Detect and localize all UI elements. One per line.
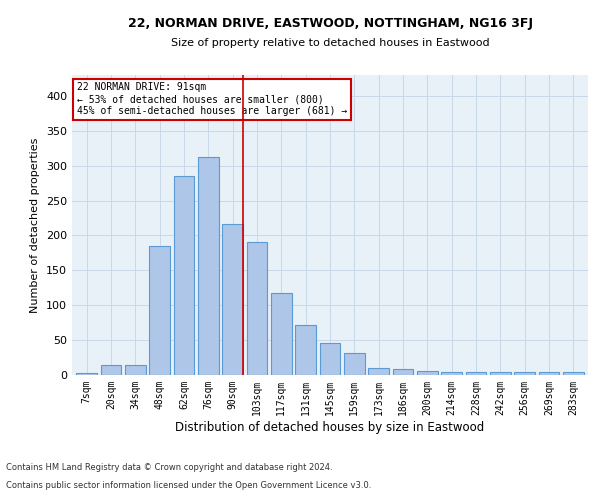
Bar <box>417 371 438 375</box>
Bar <box>514 372 535 375</box>
Bar <box>466 372 487 375</box>
Bar <box>344 354 365 375</box>
Bar <box>222 224 243 375</box>
Bar <box>247 242 268 375</box>
Bar <box>392 370 413 375</box>
Bar <box>149 246 170 375</box>
Bar <box>125 364 146 375</box>
Bar <box>101 364 121 375</box>
Bar <box>173 176 194 375</box>
Y-axis label: Number of detached properties: Number of detached properties <box>31 138 40 312</box>
Bar <box>490 372 511 375</box>
X-axis label: Distribution of detached houses by size in Eastwood: Distribution of detached houses by size … <box>175 420 485 434</box>
Text: Contains public sector information licensed under the Open Government Licence v3: Contains public sector information licen… <box>6 481 371 490</box>
Bar <box>563 372 584 375</box>
Bar <box>320 343 340 375</box>
Text: 22 NORMAN DRIVE: 91sqm
← 53% of detached houses are smaller (800)
45% of semi-de: 22 NORMAN DRIVE: 91sqm ← 53% of detached… <box>77 82 347 116</box>
Text: Size of property relative to detached houses in Eastwood: Size of property relative to detached ho… <box>170 38 490 48</box>
Bar <box>442 372 462 375</box>
Bar <box>539 372 559 375</box>
Bar <box>271 292 292 375</box>
Bar <box>198 156 218 375</box>
Bar <box>76 373 97 375</box>
Bar <box>295 325 316 375</box>
Text: 22, NORMAN DRIVE, EASTWOOD, NOTTINGHAM, NG16 3FJ: 22, NORMAN DRIVE, EASTWOOD, NOTTINGHAM, … <box>128 18 533 30</box>
Bar <box>368 368 389 375</box>
Text: Contains HM Land Registry data © Crown copyright and database right 2024.: Contains HM Land Registry data © Crown c… <box>6 464 332 472</box>
